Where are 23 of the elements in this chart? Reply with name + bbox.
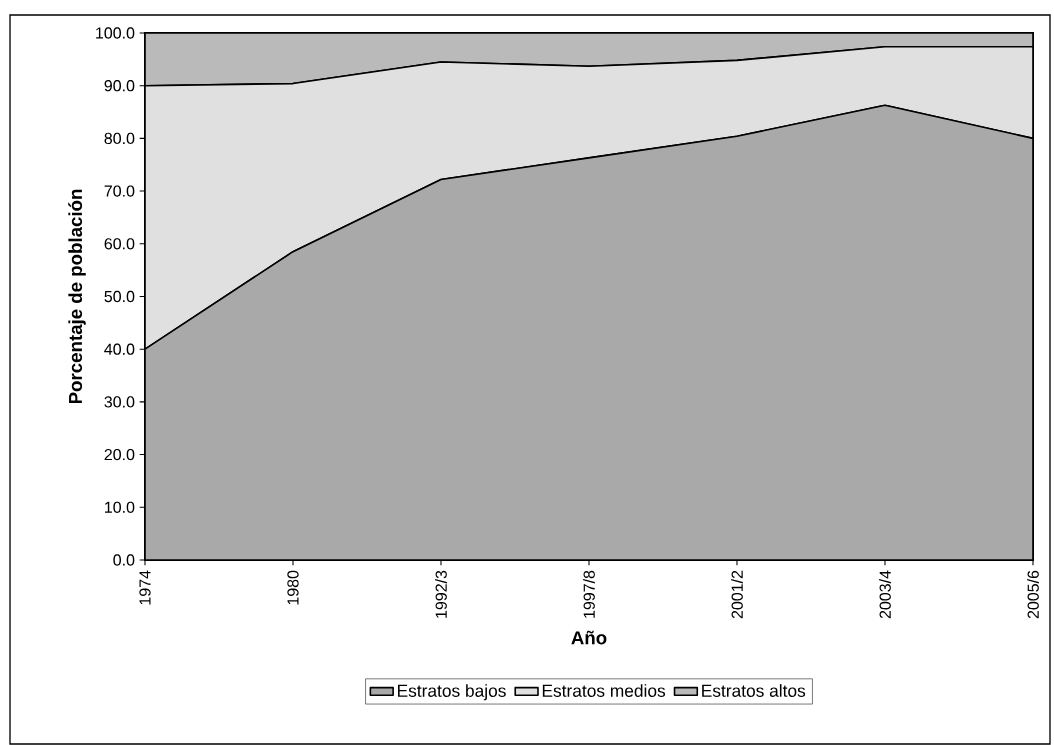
y-tick-label: 20.0	[104, 448, 135, 461]
y-tick-label: 30.0	[104, 396, 135, 408]
x-tick-label: 2003/4	[879, 570, 891, 619]
y-tick-label: 40.0	[104, 343, 135, 355]
legend-label: Estratos altos	[702, 684, 806, 697]
y-tick-label: 10.0	[105, 501, 135, 513]
y-tick-label: 80.0	[104, 132, 135, 145]
x-tick-label: 2001/2	[731, 570, 743, 619]
legend-label: Estratos bajos	[398, 684, 506, 701]
y-tick-label: 70.0	[104, 185, 135, 197]
x-tick-label: 1980	[287, 570, 299, 605]
y-tick-label: 90.0	[104, 80, 135, 92]
legend-label: Estratos medios	[542, 684, 666, 697]
y-axis-title: Porcentaje de población	[68, 189, 86, 404]
x-tick-label: 1974	[139, 570, 151, 605]
y-tick-label: 50.0	[104, 290, 135, 303]
x-tick-label: 1992/3	[435, 570, 447, 618]
y-tick-label: 100.0	[96, 27, 135, 39]
x-tick-label: 2005/6	[1027, 570, 1039, 619]
y-tick-label: 60.0	[104, 238, 135, 250]
x-tick-label: 1997/8	[583, 570, 595, 618]
x-axis-title: Año	[571, 630, 607, 645]
y-tick-label: 0.0	[113, 554, 135, 566]
